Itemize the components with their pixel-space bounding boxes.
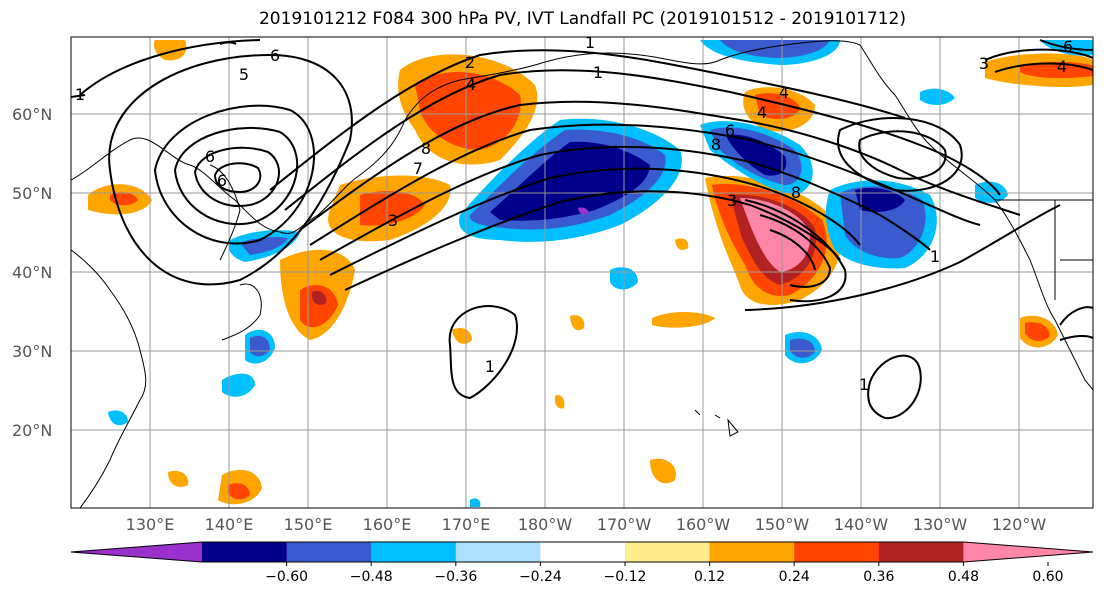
contour-label: 4 xyxy=(757,103,767,122)
lon-label: 150°E xyxy=(284,515,333,534)
contour-label: 6 xyxy=(725,121,735,140)
colorbar-segment xyxy=(709,542,795,562)
positive-anomaly-region xyxy=(311,290,327,305)
colorbar-segment xyxy=(455,542,541,562)
colorbar-segment xyxy=(202,542,288,562)
contour-label: 1 xyxy=(585,33,595,52)
contour-label: 4 xyxy=(466,75,476,94)
contour-label: 6 xyxy=(217,171,227,190)
colorbar-segment xyxy=(963,542,1093,562)
coastlines xyxy=(71,40,1093,508)
lon-label: 120°W xyxy=(992,515,1047,534)
lat-label: 30°N xyxy=(12,342,52,361)
contour-label: 4 xyxy=(1057,57,1067,76)
contour-label: 1 xyxy=(485,357,495,376)
contour-label: 8 xyxy=(421,139,431,158)
colorbar: −0.60 −0.48 −0.36 −0.24 −0.12 0.12 0.24 0.36 0.4… xyxy=(70,541,1094,585)
contour-label: 3 xyxy=(388,211,398,230)
colorbar-tick-label: 0.60 xyxy=(1032,569,1063,585)
lon-label: 160°W xyxy=(676,515,731,534)
lon-label: 160°E xyxy=(363,515,412,534)
colorbar-segment xyxy=(286,542,372,562)
positive-anomaly-region xyxy=(740,198,811,272)
negative-anomaly-region xyxy=(470,498,481,507)
pv-contours xyxy=(71,39,1093,420)
map-title: 2019101212 F084 300 hPa PV, IVT Landfall… xyxy=(258,9,906,29)
colorbar-tick-label: 0.48 xyxy=(948,569,979,585)
positive-anomaly-region xyxy=(570,315,585,331)
negative-anomaly-region xyxy=(720,40,830,58)
lon-label: 150°W xyxy=(755,515,810,534)
contour-label: 6 xyxy=(205,147,215,166)
contour-label: 1 xyxy=(930,247,940,266)
colorbar-tick-label: −0.24 xyxy=(519,569,562,585)
lon-label: 170°E xyxy=(442,515,491,534)
positive-anomaly-region xyxy=(1025,322,1050,342)
contour-label: 4 xyxy=(779,83,789,102)
map-frame xyxy=(70,36,1094,509)
lon-label: 140°W xyxy=(834,515,889,534)
negative-anomaly-region xyxy=(975,181,1008,203)
positive-anomaly-region xyxy=(650,458,676,484)
lat-label: 40°N xyxy=(12,263,52,282)
negative-anomaly-region xyxy=(578,207,589,215)
contour-labels: 1 2 4 5 6 6 8 3 7 8 6 4 3 4 8 4 6 3 1 1 … xyxy=(75,33,1073,394)
lat-label: 20°N xyxy=(12,421,52,440)
negative-anomaly-region xyxy=(855,188,905,212)
lon-label: 140°E xyxy=(205,515,254,534)
positive-anomaly-region xyxy=(675,238,689,250)
positive-anomaly-region xyxy=(452,328,472,344)
colorbar-tick-label: −0.48 xyxy=(350,569,393,585)
colorbar-segment xyxy=(71,542,202,562)
colorbar-outline xyxy=(70,541,1094,563)
negative-anomaly-region xyxy=(108,410,128,426)
contour-label: 5 xyxy=(239,65,249,84)
positive-anomaly-region xyxy=(153,40,187,61)
negative-anomaly-region xyxy=(490,141,650,221)
lat-label: 50°N xyxy=(12,184,52,203)
lon-label: 130°E xyxy=(126,515,175,534)
colorbar-segment xyxy=(794,542,880,562)
contour-label: 2 xyxy=(465,53,475,72)
colorbar-segment xyxy=(371,542,457,562)
positive-anomaly-region xyxy=(360,191,425,226)
positive-anomaly-region xyxy=(415,72,521,150)
colorbar-tick-label: 0.24 xyxy=(779,569,810,585)
colorbar-tick-label: 0.36 xyxy=(863,569,894,585)
colorbar-tick-label: −0.12 xyxy=(604,569,647,585)
gridlines xyxy=(71,37,1093,508)
positive-anomaly-region xyxy=(300,285,338,328)
colorbar-tick-label: −0.36 xyxy=(434,569,477,585)
latitude-labels: 60°N 50°N 40°N 30°N 20°N xyxy=(12,105,52,440)
longitude-labels: 130°E 140°E 150°E 160°E 170°E 180°W 170°… xyxy=(126,515,1047,534)
negative-anomaly-region xyxy=(790,338,815,358)
contour-label: 1 xyxy=(75,85,85,104)
colorbar-segment xyxy=(540,542,626,562)
lon-label: 130°W xyxy=(913,515,968,534)
positive-anomaly-region xyxy=(168,470,189,487)
contour-label: 3 xyxy=(979,54,989,73)
contour-label: 8 xyxy=(791,183,801,202)
negative-anomaly-region xyxy=(920,88,955,105)
contour-label: 7 xyxy=(413,159,423,178)
colorbar-tick-label: −0.60 xyxy=(265,569,308,585)
colorbar-tick-label: 0.12 xyxy=(694,569,725,585)
positive-anomaly-region xyxy=(554,395,565,409)
contour-label: 6 xyxy=(270,46,280,65)
colorbar-segment xyxy=(878,542,964,562)
contour-label: 1 xyxy=(859,375,869,394)
negative-anomaly-region xyxy=(222,373,255,397)
positive-anomaly-region xyxy=(652,312,715,328)
colorbar-segment xyxy=(625,542,711,562)
positive-anomaly-region xyxy=(228,483,250,500)
negative-anomaly-region xyxy=(725,134,787,176)
contour-label: 3 xyxy=(727,191,737,210)
contour-label: 6 xyxy=(1063,37,1073,56)
contour-label: 1 xyxy=(593,63,603,82)
lon-label: 180°W xyxy=(518,515,573,534)
lat-label: 60°N xyxy=(12,105,52,124)
contour-label: 8 xyxy=(711,135,721,154)
lon-label: 170°W xyxy=(597,515,652,534)
